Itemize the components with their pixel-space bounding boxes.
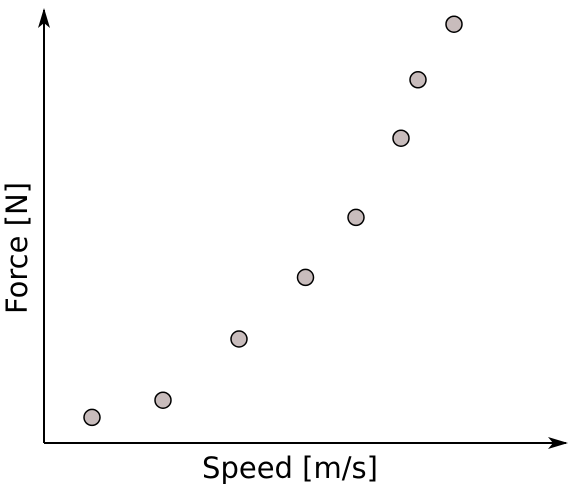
data-point-2: [154, 391, 172, 409]
data-point-1: [83, 408, 101, 427]
data-point-5: [347, 208, 365, 227]
y-axis-label: Force [N]: [0, 182, 34, 314]
data-point-8: [445, 15, 463, 33]
data-point-4: [296, 268, 315, 287]
x-axis-label: Speed [m/s]: [202, 451, 378, 485]
data-point-7: [409, 71, 427, 89]
data-points: [83, 15, 463, 427]
data-point-3: [230, 330, 248, 348]
data-point-6: [392, 129, 410, 147]
